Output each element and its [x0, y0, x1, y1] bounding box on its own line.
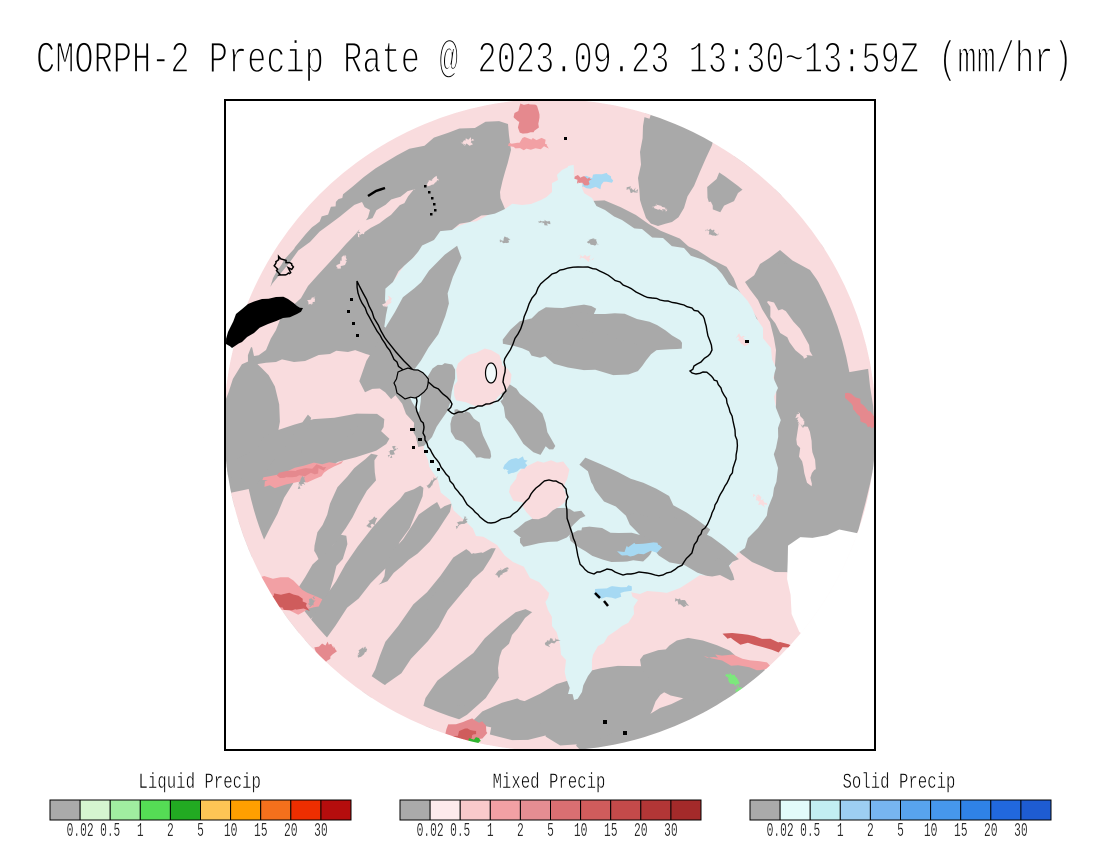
svg-text:1: 1: [137, 820, 144, 842]
svg-text:5: 5: [897, 820, 904, 842]
svg-text:Mixed Precip: Mixed Precip: [493, 769, 606, 794]
svg-text:15: 15: [254, 820, 267, 842]
svg-text:5: 5: [547, 820, 554, 842]
svg-text:0.5: 0.5: [800, 820, 820, 842]
svg-text:15: 15: [954, 820, 967, 842]
svg-text:0.5: 0.5: [450, 820, 470, 842]
svg-text:20: 20: [984, 820, 997, 842]
svg-text:30: 30: [1014, 820, 1027, 842]
svg-text:Solid Precip: Solid Precip: [843, 769, 956, 794]
svg-text:10: 10: [924, 820, 937, 842]
svg-text:2: 2: [867, 820, 874, 842]
svg-text:30: 30: [314, 820, 327, 842]
svg-text:20: 20: [634, 820, 647, 842]
svg-text:0.5: 0.5: [100, 820, 120, 842]
svg-text:0.02: 0.02: [767, 820, 794, 842]
svg-text:10: 10: [224, 820, 237, 842]
svg-text:0.02: 0.02: [417, 820, 444, 842]
svg-text:2: 2: [167, 820, 174, 842]
svg-text:2: 2: [517, 820, 524, 842]
svg-text:15: 15: [604, 820, 617, 842]
svg-text:1: 1: [487, 820, 494, 842]
svg-text:30: 30: [664, 820, 677, 842]
svg-text:20: 20: [284, 820, 297, 842]
svg-text:CMORPH-2 Precip Rate @ 2023.09: CMORPH-2 Precip Rate @ 2023.09.23 13:30~…: [36, 35, 1073, 85]
svg-text:10: 10: [574, 820, 587, 842]
svg-text:5: 5: [197, 820, 204, 842]
svg-text:Liquid Precip: Liquid Precip: [139, 769, 261, 794]
svg-text:0.02: 0.02: [67, 820, 94, 842]
svg-text:1: 1: [837, 820, 844, 842]
